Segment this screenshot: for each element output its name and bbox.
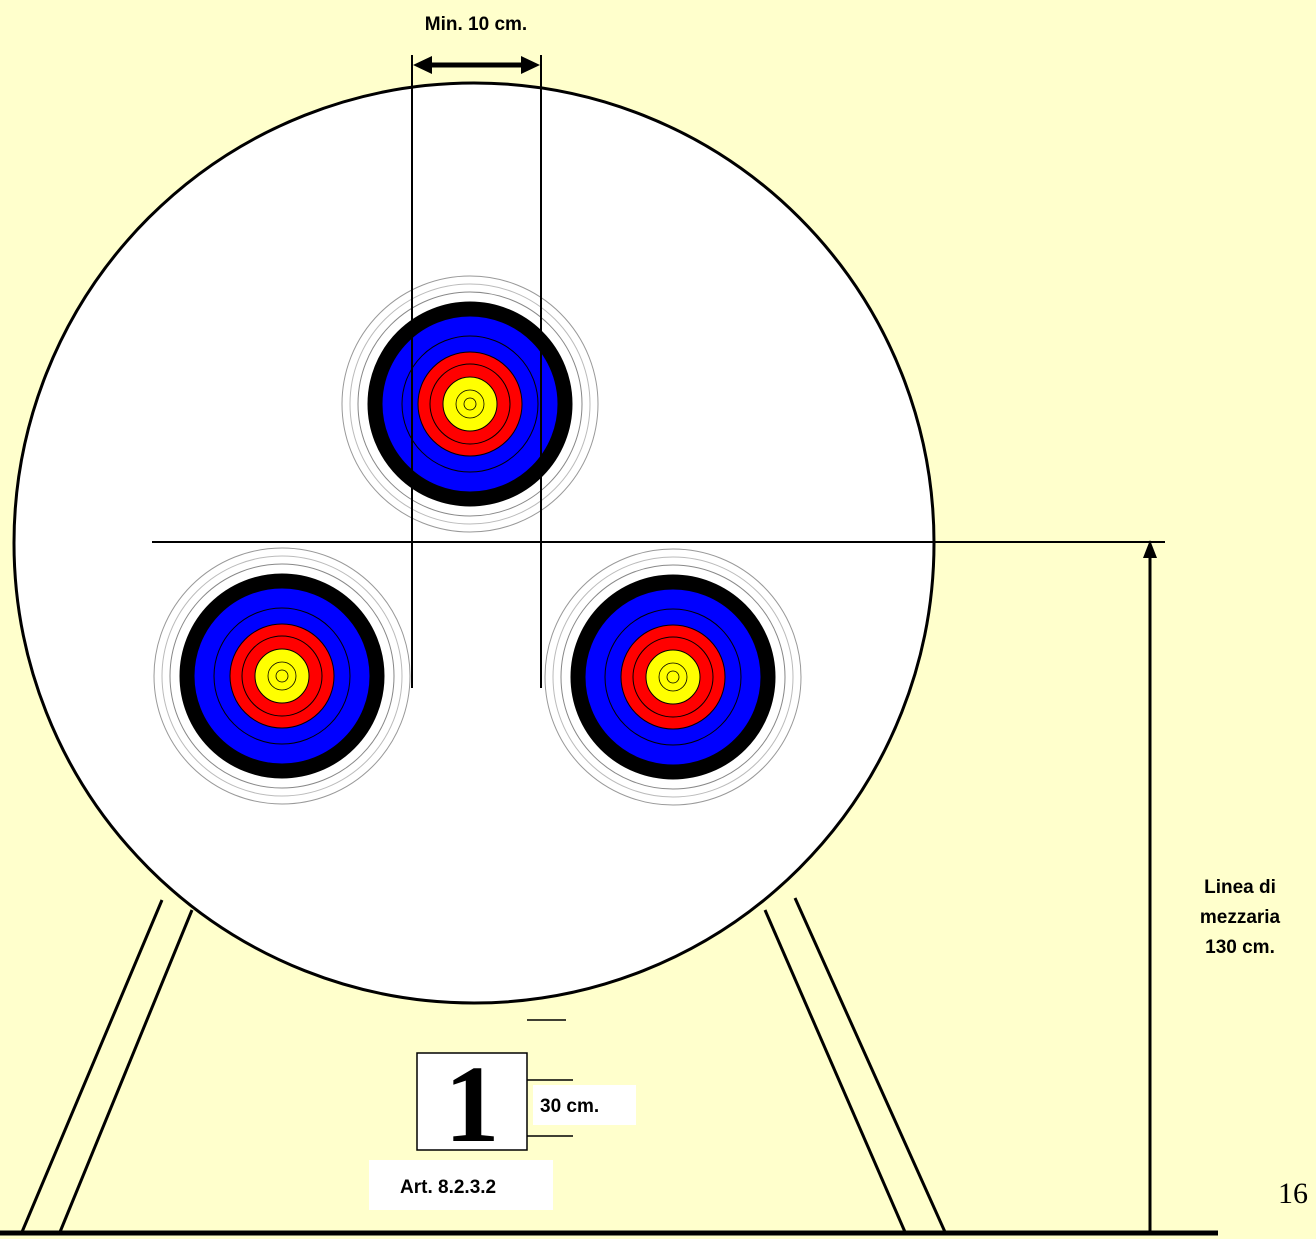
target-ring (666, 670, 680, 684)
height-arrow (1143, 540, 1157, 1232)
target-ring (241, 635, 323, 717)
card-height-label: 30 cm. (540, 1096, 599, 1117)
midline-label: Linea di (1204, 877, 1276, 898)
article-label: Art. 8.2.3.2 (400, 1177, 496, 1198)
target-ring (463, 397, 477, 411)
spacing-label: Min. 10 cm. (425, 14, 527, 35)
stand-legs (20, 897, 947, 1233)
page-number: 16 (1278, 1177, 1308, 1210)
card-number: 1 (445, 1043, 500, 1165)
target-ring (161, 555, 403, 797)
target-ring (213, 607, 351, 745)
target-ring (401, 335, 539, 473)
target-ring (429, 363, 511, 445)
target-ring (267, 661, 297, 691)
spacing-arrow (413, 56, 540, 74)
target-ring (153, 547, 411, 805)
target-ring (349, 283, 591, 525)
label-box (533, 1085, 636, 1125)
target-ring (254, 648, 310, 704)
midline-label: mezzaria (1200, 907, 1281, 928)
target-ring (442, 376, 498, 432)
target-ring (604, 608, 742, 746)
number-card (416, 1052, 528, 1151)
target-ring (455, 389, 485, 419)
target-ring (632, 636, 714, 718)
card-ticks (527, 1019, 573, 1137)
midline-label: 130 cm. (1205, 937, 1275, 958)
label-box (369, 1160, 553, 1210)
target-ring (645, 649, 701, 705)
target-ring (275, 669, 289, 683)
target-ring (544, 548, 802, 806)
target-ring (341, 275, 599, 533)
target-ring (552, 556, 794, 798)
target-ring (658, 662, 688, 692)
targets (153, 275, 802, 806)
